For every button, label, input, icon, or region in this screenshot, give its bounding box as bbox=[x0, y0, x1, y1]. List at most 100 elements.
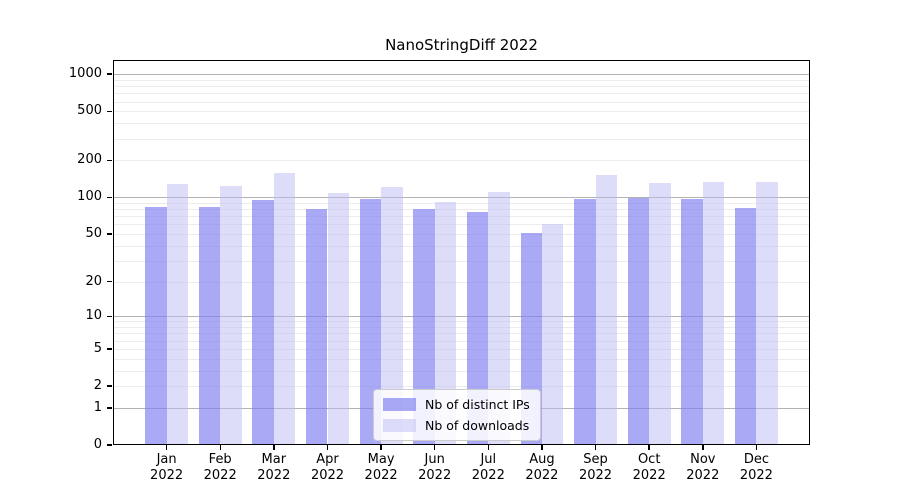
legend-swatch bbox=[383, 419, 416, 432]
gridline-minor bbox=[113, 160, 810, 162]
y-tick-label: 2 bbox=[93, 378, 102, 393]
gridline-minor bbox=[113, 321, 810, 323]
gridline-minor bbox=[113, 245, 810, 247]
gridline-minor bbox=[113, 93, 810, 95]
bar-mar-downloads bbox=[273, 172, 296, 445]
gridline-minor bbox=[113, 202, 810, 204]
x-tick-mark bbox=[755, 445, 758, 450]
legend: Nb of distinct IPs Nb of downloads bbox=[373, 389, 541, 441]
x-tick-mark bbox=[165, 445, 168, 450]
gridline-minor bbox=[113, 233, 810, 235]
legend-label: Nb of distinct IPs bbox=[425, 397, 530, 412]
bar-jun-downloads bbox=[434, 201, 457, 445]
gridline-minor bbox=[113, 86, 810, 88]
x-tick-label-mar: Mar 2022 bbox=[257, 452, 291, 483]
x-tick-mark bbox=[487, 445, 490, 450]
bar-jan-downloads bbox=[166, 183, 189, 445]
gridline-minor bbox=[113, 123, 810, 125]
bar-nov-ips bbox=[681, 198, 703, 445]
gridline-minor bbox=[113, 138, 810, 140]
gridline-minor bbox=[113, 340, 810, 342]
gridline-minor bbox=[113, 348, 810, 350]
gridline-minor bbox=[113, 260, 810, 262]
y-tick-label: 200 bbox=[77, 152, 102, 168]
bar-oct-ips bbox=[627, 197, 650, 445]
x-tick-label-dec: Dec 2022 bbox=[739, 452, 773, 483]
bar-mar-ips bbox=[252, 200, 274, 445]
gridline-major bbox=[113, 197, 810, 199]
bar-dec-ips bbox=[734, 207, 757, 445]
gridline-minor bbox=[113, 358, 810, 360]
bar-oct-downloads bbox=[649, 182, 671, 445]
x-tick-label-oct: Oct 2022 bbox=[632, 452, 666, 483]
legend-row: Nb of distinct IPs bbox=[383, 396, 530, 413]
y-tick-label: 500 bbox=[77, 103, 102, 119]
y-tick-label: 1 bbox=[93, 399, 102, 415]
x-tick-mark bbox=[219, 445, 221, 450]
y-tick-label: 50 bbox=[85, 225, 102, 241]
x-tick-label-jan: Jan 2022 bbox=[150, 452, 184, 483]
legend-swatch bbox=[383, 398, 416, 411]
bar-jul-downloads bbox=[488, 191, 510, 445]
x-tick-label-may: May 2022 bbox=[364, 452, 398, 483]
gridline-minor bbox=[113, 281, 810, 283]
x-tick-mark bbox=[380, 445, 382, 450]
bar-jul-ips bbox=[466, 211, 489, 445]
y-tick-mark bbox=[106, 407, 112, 409]
y-tick-mark bbox=[106, 110, 112, 113]
gridline-minor bbox=[113, 216, 810, 218]
x-tick-mark bbox=[702, 445, 704, 450]
gridline-minor bbox=[113, 209, 810, 211]
gridline-minor bbox=[113, 111, 810, 113]
x-tick-label-jul: Jul 2022 bbox=[471, 452, 505, 483]
bar-sep-ips bbox=[574, 198, 596, 445]
gridline-minor bbox=[113, 101, 810, 103]
x-tick-label-apr: Apr 2022 bbox=[310, 452, 345, 483]
x-tick-label-sep: Sep 2022 bbox=[578, 452, 613, 483]
y-tick-mark bbox=[106, 159, 112, 162]
x-tick-label-jun: Jun 2022 bbox=[418, 452, 452, 483]
gridline-minor bbox=[113, 327, 810, 329]
bar-apr-ips bbox=[306, 209, 328, 445]
bar-may-ips bbox=[359, 199, 382, 445]
gridline-minor bbox=[113, 79, 810, 81]
y-tick-mark bbox=[106, 233, 112, 235]
bar-jan-ips bbox=[145, 207, 167, 445]
x-tick-label-nov: Nov 2022 bbox=[686, 452, 720, 483]
bar-feb-ips bbox=[198, 207, 221, 445]
bar-sep-downloads bbox=[595, 175, 617, 445]
gridline-minor bbox=[113, 370, 810, 372]
bar-dec-downloads bbox=[756, 181, 778, 445]
legend-row: Nb of downloads bbox=[383, 417, 530, 434]
gridline-major bbox=[113, 74, 810, 76]
y-tick-mark bbox=[106, 196, 112, 198]
x-tick-label-aug: Aug 2022 bbox=[525, 452, 559, 483]
y-tick-label: 10 bbox=[85, 308, 102, 324]
plot-area: Nb of distinct IPs Nb of downloads bbox=[113, 60, 810, 445]
x-tick-mark bbox=[541, 445, 543, 450]
chart-title: NanoStringDiff 2022 bbox=[385, 36, 538, 54]
y-tick-mark bbox=[106, 348, 112, 350]
bar-may-downloads bbox=[381, 187, 403, 445]
gridline-major bbox=[113, 316, 810, 318]
gridline-minor bbox=[113, 333, 810, 335]
bar-apr-downloads bbox=[327, 193, 349, 445]
y-tick-label: 1000 bbox=[68, 66, 102, 82]
x-tick-mark bbox=[433, 445, 436, 450]
y-tick-mark bbox=[106, 73, 112, 75]
bar-jun-ips bbox=[413, 208, 435, 445]
y-tick-mark bbox=[106, 444, 112, 446]
y-tick-label: 100 bbox=[77, 189, 102, 205]
bar-aug-downloads bbox=[541, 223, 564, 445]
legend-label: Nb of downloads bbox=[425, 418, 530, 433]
y-tick-label: 20 bbox=[85, 273, 102, 289]
y-tick-mark bbox=[106, 280, 112, 283]
x-tick-mark bbox=[273, 445, 275, 450]
x-tick-mark bbox=[326, 445, 329, 450]
x-tick-mark bbox=[648, 445, 650, 450]
x-tick-mark bbox=[594, 445, 597, 450]
y-tick-mark bbox=[106, 315, 112, 317]
y-tick-mark bbox=[106, 385, 112, 387]
bar-nov-downloads bbox=[702, 181, 725, 445]
